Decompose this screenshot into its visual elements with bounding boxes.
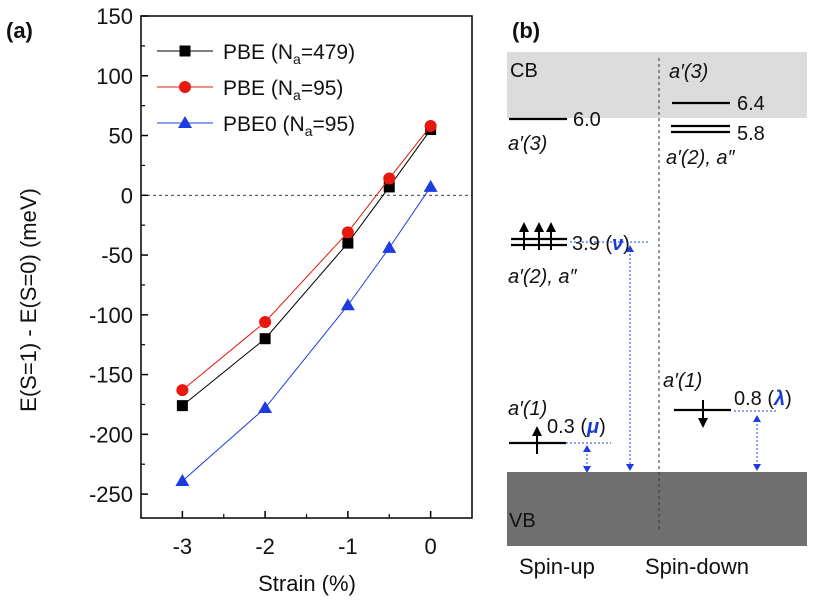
legend-marker [178,116,192,128]
legend-entry: PBE (Na=479) [223,41,355,67]
y-tick-label: 100 [96,64,133,89]
level-a3-up-value: 6.0 [573,109,601,131]
data-point [341,226,354,239]
data-point [382,240,397,253]
spin-up-arrow [519,222,529,250]
spin-down-arrow [698,400,708,428]
legend-marker [179,81,191,93]
x-tick-label: -1 [338,534,358,559]
data-point [383,181,395,193]
y-tick-label: -250 [89,482,133,507]
level-a2-down-value: 5.8 [737,123,765,145]
spin-down-column-label: Spin-down [645,554,749,579]
y-tick-label: -200 [89,422,133,447]
panel-a-label: (a) [6,18,33,43]
conduction-band [507,52,807,118]
x-axis-label: Strain (%) [258,571,356,596]
data-point [383,172,396,185]
gap-arrow-lambda [753,415,761,471]
level-a2-up-label: a′(2), a″ [508,266,578,288]
spin-up-arrow [534,222,544,250]
data-point [424,119,437,132]
legend-marker [179,45,191,57]
data-point [176,400,188,412]
level-a3-up-label: a′(3) [508,133,547,155]
y-tick-label: 150 [96,4,133,29]
level-a3-down-value: 6.4 [737,93,765,115]
data-point [258,401,273,414]
valence-band [507,472,807,546]
energy-level-diagram: CB VB 6.0 a′(3) 3.9 (ν) a′(2), a″ 0.3 (μ… [507,52,807,579]
data-point [176,384,189,397]
cb-label: CB [510,60,538,82]
level-a1-up-value: 0.3 (μ) [547,416,606,438]
panel-b-label: (b) [512,18,540,43]
legend: PBE (Na=479) PBE (Na=95) PBE0 (Na=95) [157,41,355,139]
y-tick-label: 50 [109,124,133,149]
y-tick-label: -150 [89,363,133,388]
x-tick-label: 0 [425,534,437,559]
data-point [175,473,190,486]
vb-label: VB [509,510,536,532]
level-a1-down-label: a′(1) [663,370,702,392]
spin-up-arrow [546,222,556,250]
level-a2-up-value: 3.9 (ν) [572,233,630,255]
spin-up-arrow [532,426,542,454]
x-tick-label: -2 [255,534,275,559]
data-point [259,333,271,345]
series-line-2 [182,125,432,391]
y-tick-label: 0 [121,183,133,208]
level-a1-up-label: a′(1) [508,398,547,420]
spin-up-column-label: Spin-up [519,554,595,579]
gap-arrow-nu [626,245,634,471]
series-line-3 [182,186,432,482]
level-a1-down-value: 0.8 (λ) [734,388,792,410]
legend-entry: PBE (Na=95) [223,77,343,103]
series-line-1 [182,129,432,407]
y-axis-label: E(S=1) - E(S=0) (meV) [16,188,41,412]
y-tick-label: -100 [89,303,133,328]
level-a3-down-label: a′(3) [669,61,708,83]
x-tick-label: -3 [173,534,193,559]
legend-entry: PBE0 (Na=95) [223,113,355,139]
gap-arrow-mu [583,445,591,473]
plot-area: 150 100 50 0 -50 -100 -150 -200 -250 -3 -2 -1 0 [89,4,473,559]
data-point [259,315,272,328]
data-point [342,237,354,249]
data-point [340,298,355,311]
level-a2-down-label: a′(2), a″ [666,147,736,169]
data-point [423,179,438,192]
y-tick-label: -50 [101,243,133,268]
